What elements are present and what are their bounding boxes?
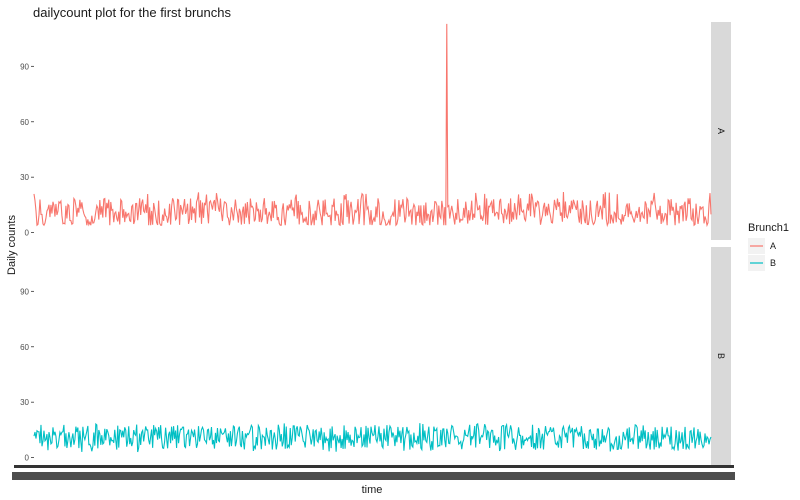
y-tick-label-b-60: 60 bbox=[20, 343, 29, 352]
strip-label-a: A bbox=[716, 128, 726, 134]
panel-b: B 0 30 60 90 bbox=[20, 247, 731, 465]
series-line-a bbox=[33, 23, 712, 228]
y-axis-title: Daily counts bbox=[6, 215, 18, 275]
y-tick-label-b-30: 30 bbox=[20, 398, 29, 407]
y-axis-b: 0 30 60 90 bbox=[20, 287, 34, 463]
strip-a bbox=[711, 22, 731, 240]
legend: Brunch1 A B bbox=[748, 222, 789, 271]
series-a-group bbox=[33, 23, 712, 228]
y-tick-label-a-90: 90 bbox=[20, 62, 29, 71]
series-line-b bbox=[33, 422, 712, 453]
panel-a: A 0 30 60 90 bbox=[20, 22, 731, 240]
x-axis-title: time bbox=[362, 484, 383, 496]
strip-label-b: B bbox=[716, 353, 726, 359]
y-tick-label-b-90: 90 bbox=[20, 287, 29, 296]
y-tick-label-b-0: 0 bbox=[25, 454, 30, 463]
y-tick-label-a-60: 60 bbox=[20, 118, 29, 127]
y-axis-a: 0 30 60 90 bbox=[20, 62, 34, 238]
y-tick-label-a-0: 0 bbox=[25, 229, 30, 238]
x-tick-labels-overlapped bbox=[12, 472, 735, 480]
strip-b bbox=[711, 247, 731, 465]
x-axis-line bbox=[14, 465, 734, 468]
series-b-group bbox=[33, 422, 712, 453]
legend-title: Brunch1 bbox=[748, 222, 789, 234]
legend-label-a: A bbox=[770, 241, 776, 251]
legend-item-b: B bbox=[748, 255, 776, 271]
y-tick-label-a-30: 30 bbox=[20, 173, 29, 182]
chart-title: dailycount plot for the first brunchs bbox=[33, 5, 231, 20]
legend-label-b: B bbox=[770, 258, 776, 268]
legend-item-a: A bbox=[748, 238, 776, 254]
